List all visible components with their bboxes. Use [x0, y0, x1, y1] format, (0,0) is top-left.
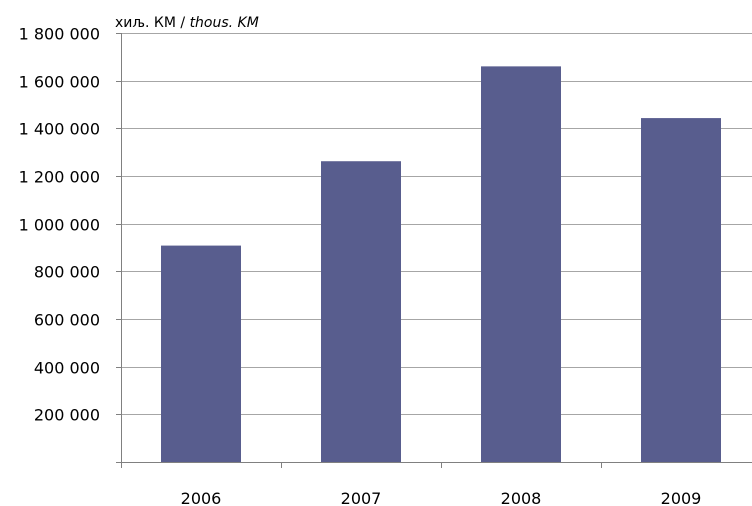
unit-label-prefix: хиљ. КМ / — [115, 15, 190, 31]
x-tick-labels: 2006 2007 2008 2009 — [181, 489, 702, 506]
bar-2007 — [321, 161, 401, 462]
unit-label-italic: thous. KM — [190, 15, 259, 31]
axes — [116, 33, 752, 468]
x-tick-label: 2008 — [501, 489, 542, 506]
y-tick-label: 600 000 — [34, 311, 100, 330]
unit-label: хиљ. КМ / thous. KM — [115, 15, 259, 31]
y-tick-labels: 200 000 400 000 600 000 800 000 1 000 000 1 2… — [19, 25, 100, 425]
bar-2008 — [481, 66, 561, 462]
bar-2006 — [161, 245, 241, 462]
y-tick-label: 1 800 000 — [19, 25, 100, 44]
bars — [161, 66, 721, 463]
y-tick-label: 200 000 — [34, 406, 100, 425]
x-tick-label: 2006 — [181, 489, 222, 506]
x-tick-label: 2009 — [661, 489, 702, 506]
y-tick-label: 1 000 000 — [19, 216, 100, 235]
bar-2009 — [641, 118, 721, 463]
y-tick-label: 400 000 — [34, 359, 100, 378]
y-tick-label: 800 000 — [34, 263, 100, 282]
y-tick-label: 1 400 000 — [19, 120, 100, 139]
x-tick-label: 2007 — [341, 489, 382, 506]
y-tick-label: 1 200 000 — [19, 168, 100, 187]
y-tick-label: 1 600 000 — [19, 73, 100, 92]
